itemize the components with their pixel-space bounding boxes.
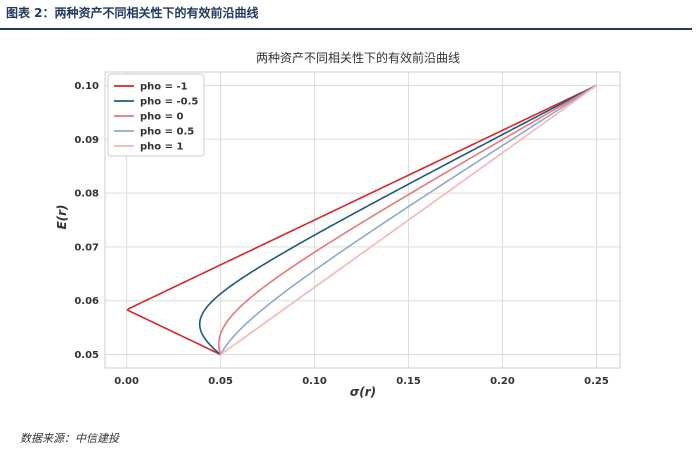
y-tick-label: 0.07	[74, 242, 99, 253]
x-tick-label: 0.15	[396, 376, 421, 387]
plot-frame	[104, 71, 621, 369]
x-tick-label: 0.05	[208, 376, 233, 387]
legend: pho = -1 pho = -0.5 pho = 0 pho = 0.5 pho = …	[107, 73, 205, 157]
legend-label: pho = -1	[140, 82, 188, 93]
x-tick-label: 0.20	[490, 376, 515, 387]
figure-title: 图表 2：两种资产不同相关性下的有效前沿曲线	[6, 6, 259, 20]
chart-title: 两种资产不同相关性下的有效前沿曲线	[256, 50, 460, 65]
legend-label: pho = -0.5	[140, 97, 198, 108]
x-tick-label: 0.25	[584, 376, 609, 387]
y-axis-label: E(r)	[55, 204, 69, 229]
y-tick-label: 0.06	[74, 296, 99, 307]
y-tick-label: 0.09	[74, 135, 99, 146]
series-line-pho0	[217, 84, 597, 355]
y-tick-label: 0.08	[74, 189, 99, 200]
series-line-pho-0_5	[198, 84, 597, 356]
series-line-pho0_5	[219, 84, 597, 355]
series-line-pho-1	[126, 84, 597, 356]
legend-label: pho = 1	[140, 142, 183, 153]
y-tick-labels: 0.05 0.06 0.07 0.08 0.09 0.10	[74, 81, 99, 361]
frontier-chart: 0.00 0.05 0.10 0.15 0.20 0.25 0.050.060.070.0…	[55, 50, 621, 399]
legend-label: pho = 0	[140, 112, 183, 123]
grid-lines	[105, 72, 620, 368]
y-tick-label: 0.10	[74, 81, 99, 92]
source-note: 数据来源：中信建投	[20, 432, 119, 445]
y-tick-label: 0.05	[74, 350, 99, 361]
header-divider	[0, 28, 692, 30]
legend-label: pho = 0.5	[140, 127, 194, 138]
chart-container: 0.00 0.05 0.10 0.15 0.20 0.25 0.05 0.06 0.07 0.0…	[0, 30, 700, 430]
x-tick-label: 0.00	[114, 376, 139, 387]
series-lines	[126, 84, 597, 356]
series-line-pho1	[220, 84, 597, 356]
x-tick-label: 0.10	[302, 376, 327, 387]
x-tick-labels: 0.00 0.05 0.10 0.15 0.20 0.25	[114, 376, 609, 387]
x-axis-label: σ(r)	[350, 385, 376, 399]
legend-box	[107, 73, 205, 157]
